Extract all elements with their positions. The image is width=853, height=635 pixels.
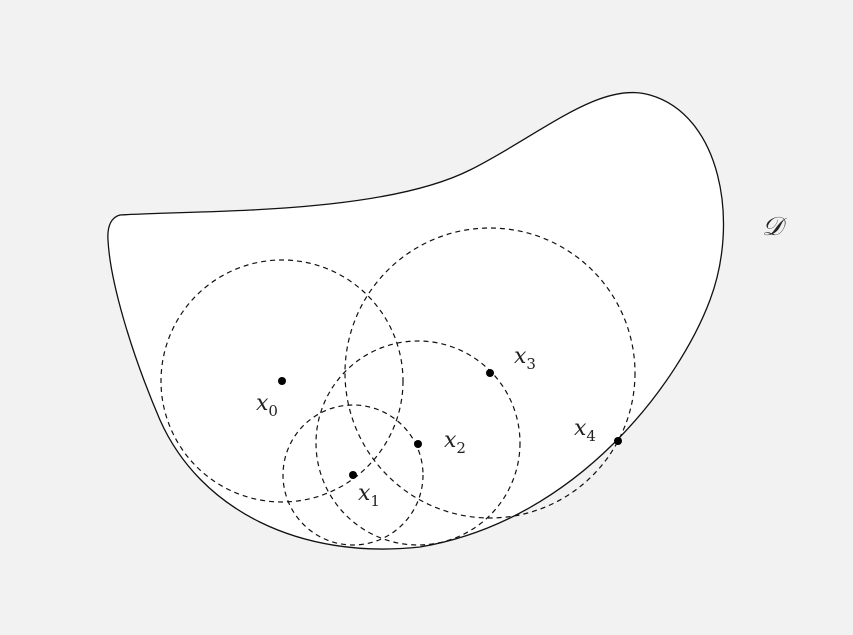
domain-shape bbox=[107, 91, 725, 550]
ball bbox=[282, 404, 424, 546]
point-index: 0 bbox=[268, 402, 278, 420]
point bbox=[414, 440, 422, 448]
point-label: x1 bbox=[358, 481, 380, 510]
point-index: 3 bbox=[526, 355, 536, 373]
point bbox=[614, 437, 622, 445]
point-label: x4 bbox=[574, 416, 596, 445]
point-index: 2 bbox=[456, 439, 466, 457]
point-label: x0 bbox=[256, 391, 278, 420]
point bbox=[486, 369, 494, 377]
point-index: 4 bbox=[586, 427, 596, 445]
point bbox=[349, 471, 357, 479]
ball bbox=[315, 340, 521, 546]
ball bbox=[160, 259, 404, 503]
ball bbox=[344, 227, 636, 519]
point-label: x3 bbox=[514, 344, 536, 373]
point-label: x2 bbox=[444, 428, 466, 457]
point-name: x bbox=[358, 481, 371, 506]
point-name: x bbox=[514, 344, 527, 369]
point-name: x bbox=[574, 416, 587, 441]
point-index: 1 bbox=[370, 492, 380, 510]
point-name: x bbox=[256, 391, 269, 416]
point bbox=[278, 377, 286, 385]
point-name: x bbox=[444, 428, 457, 453]
